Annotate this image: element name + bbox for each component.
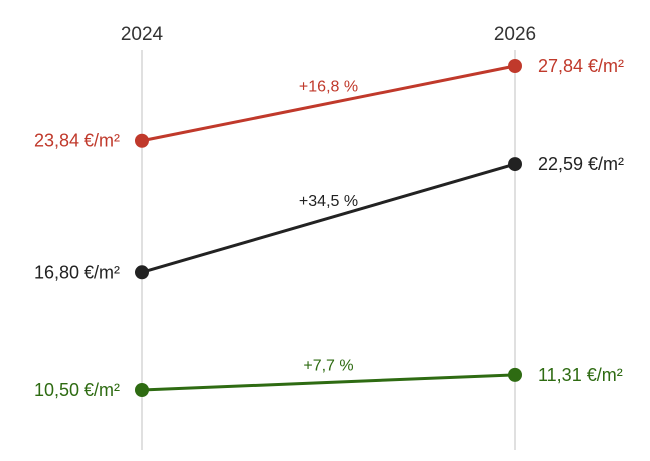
value-label-middle-start: 16,80 €/m² bbox=[34, 262, 120, 282]
value-label-bottom-end: 11,31 €/m² bbox=[538, 365, 623, 385]
change-label-middle: +34,5 % bbox=[299, 193, 358, 210]
value-label-top-start: 23,84 €/m² bbox=[34, 131, 120, 151]
year-label-end: 2026 bbox=[494, 24, 536, 45]
series-line-middle bbox=[141, 162, 516, 274]
change-label-top: +16,8 % bbox=[299, 78, 358, 95]
series-group: 23,84 €/m² 27,84 €/m² +16,8 % 16,80 €/m² 22,… bbox=[34, 56, 624, 400]
value-label-top-end: 27,84 €/m² bbox=[538, 56, 624, 76]
data-point-top-end bbox=[508, 59, 522, 73]
change-label-bottom: +7,7 % bbox=[303, 357, 353, 374]
data-point-middle-end bbox=[508, 157, 522, 172]
data-point-top-start bbox=[135, 133, 149, 148]
data-point-bottom-end bbox=[508, 367, 522, 382]
series-line-top bbox=[141, 64, 516, 143]
value-label-middle-end: 22,59 €/m² bbox=[538, 154, 624, 174]
year-label-start: 2024 bbox=[121, 24, 164, 45]
series-line-bottom bbox=[141, 373, 516, 392]
value-label-bottom-start: 10,50 €/m² bbox=[34, 380, 120, 400]
data-point-bottom-start bbox=[135, 383, 149, 397]
data-point-middle-start bbox=[135, 265, 149, 280]
